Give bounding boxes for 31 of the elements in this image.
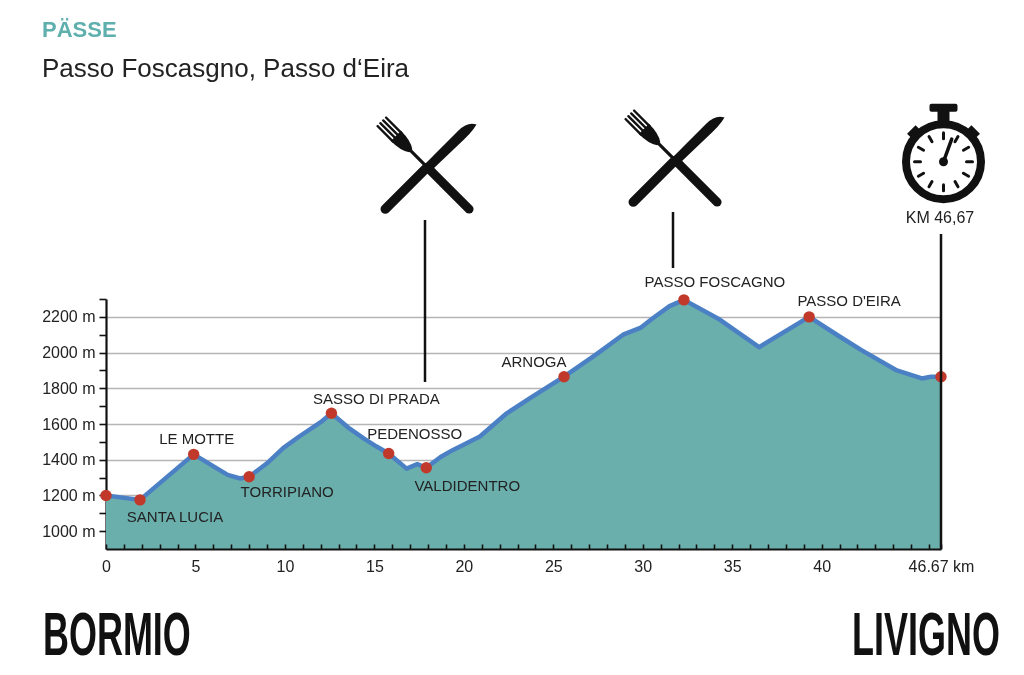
y-tick-label: 1600 m <box>42 415 96 433</box>
chart-title: PÄSSE <box>42 17 117 42</box>
text: LIVIGNO <box>852 599 1000 668</box>
y-tick-label: 1200 m <box>42 486 96 504</box>
x-tick-label: 10 <box>276 557 295 575</box>
annotation: PEDENOSSO <box>367 425 463 443</box>
x-tick-label: 15 <box>365 557 384 575</box>
y-tick-label: 2200 m <box>42 308 96 326</box>
x-tick-label: 0 <box>102 557 112 575</box>
text: BORMIO <box>43 599 191 668</box>
annotation: PASSO FOSCAGNO <box>644 272 786 290</box>
x-tick-label: 40 <box>813 557 832 575</box>
x-tick-label: 30 <box>634 557 653 575</box>
x-tick-label: 46.67 km <box>908 557 975 575</box>
x-tick-label: 35 <box>723 557 742 575</box>
text: KM 46,67 <box>905 209 975 226</box>
x-tick-label: 25 <box>544 557 563 575</box>
annotation: SASSO DI PRADA <box>313 390 440 408</box>
x-tick-label: 5 <box>191 557 201 575</box>
annotation: SANTA LUCIA <box>126 507 224 525</box>
y-tick-label: 1400 m <box>42 451 96 469</box>
x-tick-label: 20 <box>455 557 474 575</box>
y-tick-label: 2000 m <box>42 344 96 362</box>
annotation: ARNOGA <box>501 352 567 370</box>
y-tick-label: 1000 m <box>42 522 96 540</box>
annotation: LE MOTTE <box>159 430 235 448</box>
annotation: PASSO D'EIRA <box>797 291 901 309</box>
chart-subtitle: Passo Foscasgno, Passo d‘Eira <box>42 53 410 83</box>
annotation: TORRIPIANO <box>240 482 334 500</box>
annotation: VALDIDENTRO <box>414 476 521 494</box>
y-tick-label: 1800 m <box>42 379 96 397</box>
